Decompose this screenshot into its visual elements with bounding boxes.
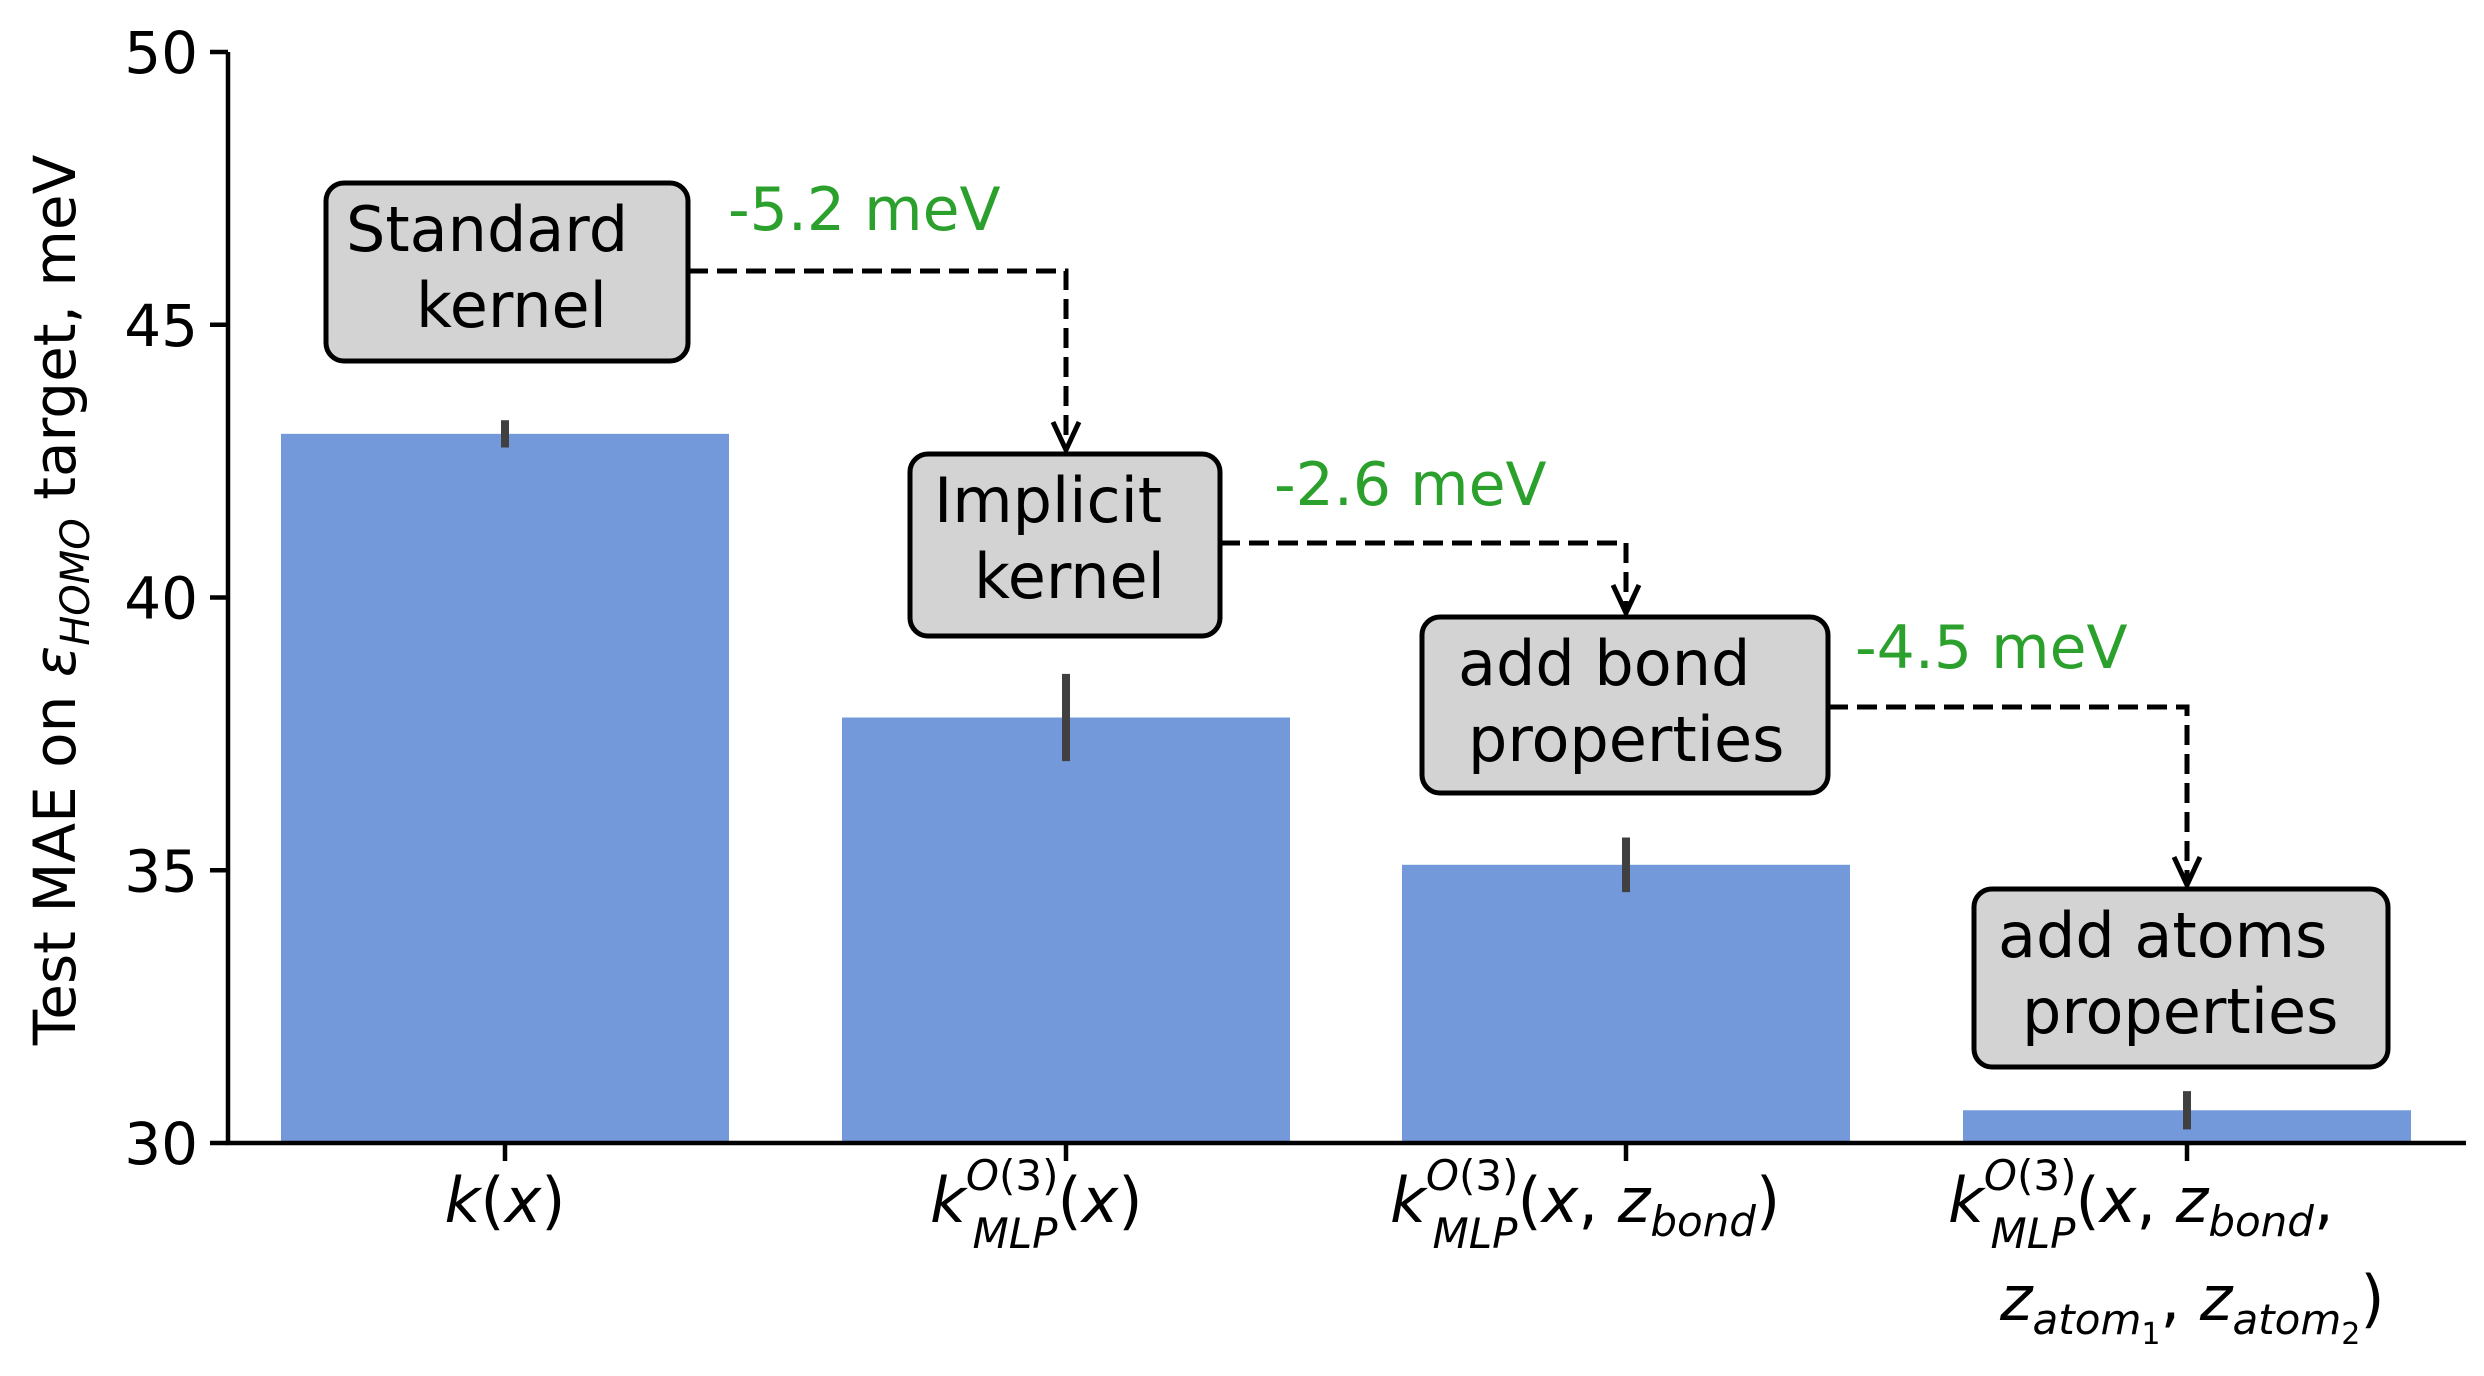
improvement-label-0: -5.2 meV: [728, 175, 1001, 245]
annotation-text-3-line2: properties: [2022, 975, 2338, 1048]
y-tick-label-4: 50: [124, 19, 198, 87]
connector-arrowhead-0: [1050, 420, 1082, 456]
annotation-box-2: [1419, 614, 1831, 796]
category-label-0: k(x): [444, 1164, 565, 1237]
category-label-3a: kO(3) MLP(x, zbond,: [1948, 1151, 2334, 1258]
annotation-text-0-line1: Standard: [346, 193, 628, 266]
connector-arrow-0: [688, 268, 1069, 446]
annotation-text-1-line2: kernel: [974, 540, 1165, 613]
improvement-label-2: -4.5 meV: [1855, 613, 2128, 683]
y-axis-label-suffix: target, meV: [21, 154, 89, 518]
annotation-box-1: [907, 451, 1223, 639]
error-bars-layer: [501, 420, 2191, 1130]
connector-arrow-2: [1828, 704, 2190, 881]
bars-layer: [281, 433, 2411, 1144]
improvement-labels-layer: -5.2 meV -2.6 meV -4.5 meV: [728, 175, 2128, 683]
annotation-text-1-line1: Implicit: [934, 464, 1162, 537]
annotation-text-0-line2: kernel: [416, 269, 607, 342]
y-axis-label-subscript: HOMO: [53, 518, 99, 646]
y-tick-label-2: 40: [124, 565, 198, 633]
bar-1: [842, 717, 1290, 1143]
annotation-box-0: [323, 180, 691, 364]
axes-layer: 30 35 40 45 50: [124, 19, 2466, 1178]
y-tick-label-3: 45: [124, 292, 198, 360]
category-label-1: kO(3) MLP(x): [930, 1151, 1143, 1258]
arrows-layer: [688, 268, 2203, 891]
improvement-label-1: -2.6 meV: [1274, 450, 1547, 520]
connector-arrow-1: [1220, 540, 1629, 609]
y-axis-label-epsilon: ε: [21, 646, 89, 677]
annotation-text-2-line2: properties: [1468, 703, 1784, 776]
bar-2: [1402, 864, 1850, 1143]
y-axis-label-prefix: Test MAE on: [21, 677, 89, 1046]
annotation-text-2-line1: add bond: [1458, 627, 1750, 700]
category-label-2: kO(3) MLP(x, zbond): [1390, 1151, 1780, 1258]
y-axis-label: Test MAE on εHOMO target, meV: [21, 154, 99, 1046]
category-label-3b: zatom1, zatom2): [1999, 1262, 2385, 1352]
y-tick-label-0: 30: [124, 1110, 198, 1178]
y-tick-label-1: 35: [124, 837, 198, 905]
bar-0: [281, 433, 729, 1144]
connector-arrowhead-1: [1610, 583, 1642, 619]
annotation-text-3-line1: add atoms: [1998, 899, 2327, 972]
annotation-box-3: [1971, 886, 2391, 1070]
connector-arrowhead-2: [2171, 855, 2203, 891]
